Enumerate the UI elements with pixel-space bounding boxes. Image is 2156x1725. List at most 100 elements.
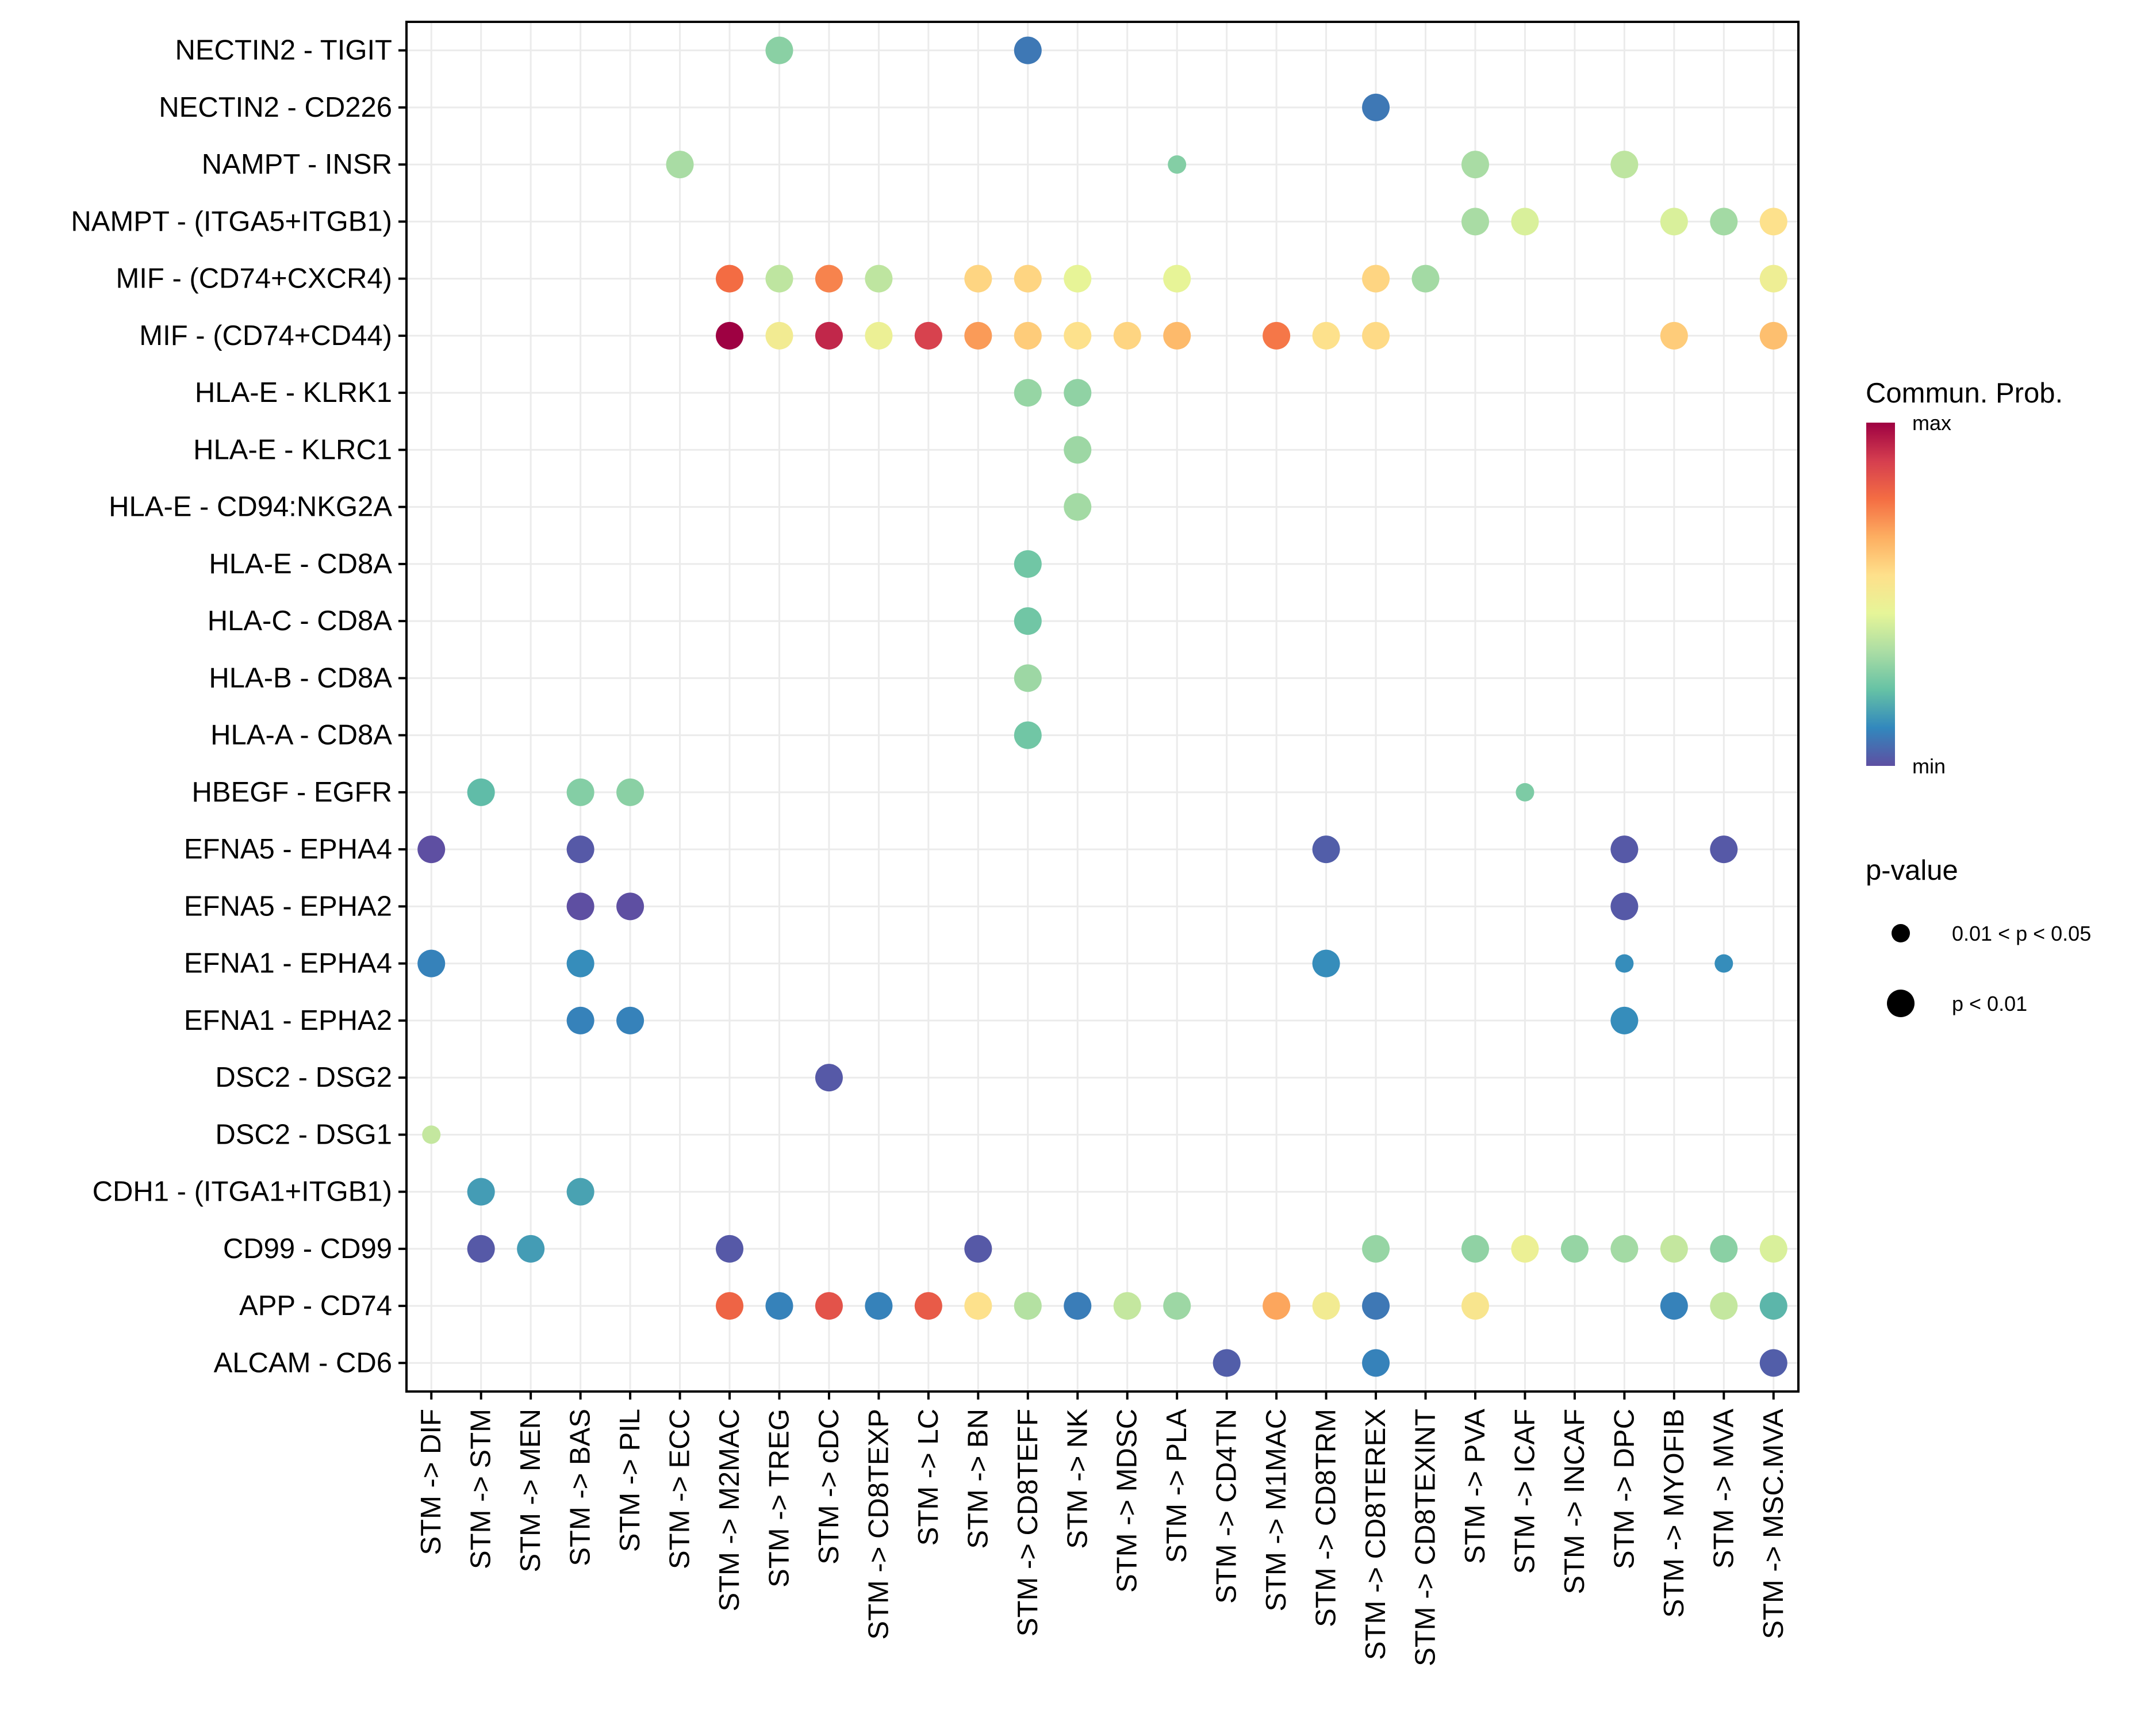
data-point bbox=[1714, 954, 1733, 973]
data-point bbox=[765, 36, 793, 64]
x-tick-label: STM -> PLA bbox=[1161, 1409, 1192, 1563]
y-tick-label: CDH1 - (ITGA1+ITGB1) bbox=[93, 1176, 392, 1208]
y-tick-label: HLA-A - CD8A bbox=[210, 720, 392, 751]
data-point bbox=[1759, 1292, 1787, 1320]
y-tick-label: CD99 - CD99 bbox=[223, 1233, 392, 1264]
data-point bbox=[1511, 1235, 1539, 1263]
data-point bbox=[815, 1292, 843, 1320]
x-tick-label: STM -> BAS bbox=[565, 1409, 596, 1566]
data-point bbox=[566, 1178, 594, 1206]
y-tick-label: NECTIN2 - CD226 bbox=[159, 92, 392, 123]
data-point bbox=[467, 778, 495, 806]
data-point bbox=[1710, 1292, 1738, 1320]
data-point bbox=[1710, 208, 1738, 236]
y-tick-label: NAMPT - INSR bbox=[202, 149, 392, 180]
color-legend: Commun. Prob. max min bbox=[1866, 378, 2063, 778]
data-point bbox=[566, 835, 594, 864]
y-tick-label: NECTIN2 - TIGIT bbox=[175, 35, 392, 66]
data-point bbox=[964, 264, 992, 293]
data-point bbox=[1014, 664, 1042, 692]
data-point bbox=[1759, 321, 1787, 350]
data-point bbox=[1362, 264, 1390, 293]
data-point bbox=[1213, 1349, 1241, 1377]
x-tick-label: STM -> STM bbox=[466, 1409, 497, 1569]
x-tick-label: STM -> ICAF bbox=[1509, 1409, 1540, 1574]
data-point bbox=[417, 835, 446, 864]
data-point bbox=[815, 321, 843, 350]
x-tick-label: STM -> MEN bbox=[515, 1409, 546, 1572]
grid-lines bbox=[406, 22, 1798, 1392]
data-points bbox=[417, 36, 1787, 1377]
y-tick-label: DSC2 - DSG2 bbox=[215, 1062, 392, 1093]
data-point bbox=[865, 321, 893, 350]
data-point bbox=[1163, 1292, 1191, 1320]
data-point bbox=[1014, 321, 1042, 350]
data-point bbox=[1362, 93, 1390, 121]
data-point bbox=[1610, 835, 1639, 864]
data-point bbox=[1064, 321, 1092, 350]
data-point bbox=[964, 321, 992, 350]
y-tick-label: HBEGF - EGFR bbox=[192, 777, 392, 808]
y-tick-label: MIF - (CD74+CD44) bbox=[139, 320, 392, 351]
data-point bbox=[1113, 1292, 1141, 1320]
y-tick-label: ALCAM - CD6 bbox=[214, 1347, 392, 1378]
size-legend-large-label: p < 0.01 bbox=[1952, 992, 2027, 1015]
data-point bbox=[517, 1235, 545, 1263]
x-tick-label: STM -> INCAF bbox=[1559, 1409, 1590, 1594]
data-point bbox=[1064, 264, 1092, 293]
x-tick-label: STM -> MVA bbox=[1708, 1409, 1739, 1569]
data-point bbox=[417, 949, 446, 977]
data-point bbox=[1610, 1006, 1639, 1034]
data-point bbox=[1710, 1235, 1738, 1263]
x-tick-label: STM -> cDC bbox=[814, 1409, 845, 1565]
data-point bbox=[422, 1125, 441, 1144]
data-point bbox=[566, 892, 594, 921]
data-point bbox=[765, 321, 793, 350]
x-tick-label: STM -> PVA bbox=[1460, 1409, 1491, 1564]
data-point bbox=[716, 321, 744, 350]
data-point bbox=[467, 1178, 495, 1206]
data-point bbox=[1014, 36, 1042, 64]
x-tick-label: STM -> CD4TN bbox=[1211, 1409, 1242, 1604]
data-point bbox=[1163, 264, 1191, 293]
data-point bbox=[566, 949, 594, 977]
data-point bbox=[1312, 1292, 1340, 1320]
data-point bbox=[1064, 493, 1092, 521]
data-point bbox=[716, 264, 744, 293]
data-point bbox=[1511, 208, 1539, 236]
data-point bbox=[616, 1006, 645, 1034]
x-tick-label: STM -> LC bbox=[913, 1409, 944, 1546]
x-tick-label: STM -> CD8TRM bbox=[1311, 1409, 1342, 1627]
y-tick-label: HLA-B - CD8A bbox=[209, 662, 392, 693]
data-point bbox=[716, 1235, 744, 1263]
y-tick-label: HLA-E - KLRK1 bbox=[195, 377, 392, 408]
data-point bbox=[1660, 1235, 1688, 1263]
data-point bbox=[1113, 321, 1141, 350]
data-point bbox=[815, 264, 843, 293]
data-point bbox=[616, 778, 645, 806]
x-tick-label: STM -> NK bbox=[1062, 1409, 1093, 1549]
data-point bbox=[1312, 321, 1340, 350]
data-point bbox=[566, 1006, 594, 1034]
data-point bbox=[865, 1292, 893, 1320]
colorbar-max-label: max bbox=[1912, 411, 1951, 435]
y-tick-label: EFNA5 - EPHA4 bbox=[184, 834, 392, 865]
data-point bbox=[1014, 607, 1042, 635]
data-point bbox=[1263, 1292, 1291, 1320]
data-point bbox=[716, 1292, 744, 1320]
y-tick-label: EFNA1 - EPHA4 bbox=[184, 948, 392, 979]
y-tick-label: HLA-E - CD8A bbox=[209, 549, 392, 580]
x-tick-label: STM -> TREG bbox=[764, 1409, 795, 1588]
y-tick-label: HLA-C - CD8A bbox=[208, 605, 393, 637]
data-point bbox=[1759, 1235, 1787, 1263]
y-tick-label: MIF - (CD74+CXCR4) bbox=[116, 263, 392, 294]
data-point bbox=[616, 892, 645, 921]
data-point bbox=[566, 778, 594, 806]
data-point bbox=[1660, 1292, 1688, 1320]
size-legend-title: p-value bbox=[1866, 855, 1958, 886]
size-legend-small-dot bbox=[1892, 924, 1910, 942]
data-point bbox=[1362, 1292, 1390, 1320]
data-point bbox=[1362, 1235, 1390, 1263]
x-tick-label: STM -> MDSC bbox=[1112, 1409, 1143, 1593]
size-legend: p-value 0.01 < p < 0.05 p < 0.01 bbox=[1866, 855, 2091, 1017]
